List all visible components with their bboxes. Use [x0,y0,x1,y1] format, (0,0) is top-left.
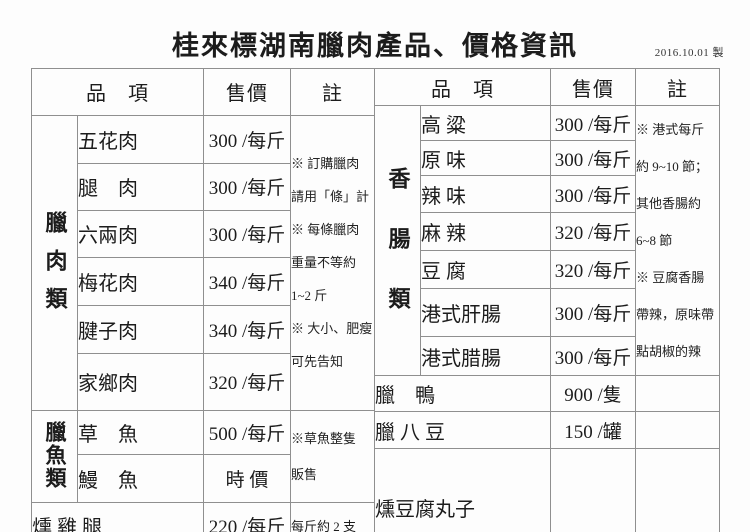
item-name: 高 粱 [420,105,551,141]
item-price: 900 /隻 [550,375,636,412]
table-row: 原 味 300 /每斤 [375,140,720,176]
item-name: 梅花肉 [77,256,204,306]
note-cell [635,411,720,449]
item-name: 燻豆腐丸子 (辣/不辣) [374,448,551,532]
item-price: 300 /每斤 [203,162,291,211]
table-row: 腿 肉 300 /每斤 [32,162,375,211]
item-price: 300 /每斤 [203,209,291,258]
price-tables: 品 項 售價 註 臘肉類 五花肉 300 /每斤 ※ 訂購臘肉 請用「條」計 ※… [31,68,720,532]
column-header-note: 註 [635,68,720,106]
table-row: 家鄉肉 320 /每斤 [32,352,375,411]
column-header-note: 註 [290,68,375,116]
item-price: 340 /每斤 [203,256,291,306]
column-header-price: 售價 [203,68,291,116]
table-row: 六兩肉 300 /每斤 [32,209,375,258]
table-row: 香腸類 高 粱 300 /每斤 ※ 港式每斤 約 9~10 節； 其他香腸約 6… [374,105,720,376]
left-price-table: 品 項 售價 註 臘肉類 五花肉 300 /每斤 ※ 訂購臘肉 請用「條」計 ※… [31,68,375,532]
table-row: 鰻 魚 時 價 [32,454,375,504]
item-price: 350 /每斤 [550,448,636,532]
item-name: 五花肉 [77,114,204,164]
note-cell: 每斤 3~4 顆 [635,448,720,532]
category-label: 香腸類 [385,167,411,347]
item-name: 港式肝腸 [420,288,551,337]
item-price: 300 /每斤 [550,105,636,141]
item-name: 辣 味 [420,175,551,213]
item-price: 150 /罐 [550,411,636,449]
item-price: 300 /每斤 [550,175,636,213]
item-price: 320 /每斤 [550,250,636,289]
table-row: 麻 辣 320 /每斤 [375,212,720,251]
page-title: 桂來標湖南臘肉產品、價格資訊 [172,31,578,61]
item-name: 原 味 [420,140,551,176]
item-price: 300 /每斤 [203,114,291,164]
item-name: 腱子肉 [77,304,204,354]
item-price: 300 /每斤 [550,140,636,176]
item-name: 鰻 魚 [77,454,204,504]
table-row: 臘魚類 草 魚 500 /每斤 ※草魚整隻 販售 [31,409,375,504]
item-price: 340 /每斤 [203,304,291,354]
item-price: 時 價 [203,454,291,504]
item-name-main: 燻豆腐丸子 [375,499,476,521]
table-row: 港式肝腸 300 /每斤 [375,288,720,337]
note-cell-cured-fish: ※草魚整隻 販售 [290,409,375,504]
item-name: 六兩肉 [77,209,204,258]
item-name: 燻 雞 腿 [31,502,204,532]
item-name: 臘 鴨 [374,375,551,412]
category-cell-cured-fish: 臘魚類 [31,409,78,504]
item-price: 300 /每斤 [550,336,636,376]
header-row: 品 項 售價 註 [31,68,375,116]
item-name: 草 魚 [77,409,204,456]
table-row: 梅花肉 340 /每斤 [32,256,375,306]
note-cell-sausage: ※ 港式每斤 約 9~10 節； 其他香腸約 6~8 節 ※ 豆腐香腸 帶辣，原… [635,105,720,376]
item-price: 320 /每斤 [550,212,636,251]
date-label: 2016.10.01 製 [654,47,724,59]
item-price: 500 /每斤 [203,409,291,456]
table-row: 港式腊腸 300 /每斤 [375,336,720,376]
table-row: 燻 雞 腿 220 /每斤 每斤約 2 支 [31,502,375,532]
item-name: 豆 腐 [420,250,551,289]
item-price: 300 /每斤 [550,288,636,337]
right-price-table: 品 項 售價 註 香腸類 高 粱 300 /每斤 ※ 港式每斤 約 9~10 節… [374,68,720,532]
item-name: 麻 辣 [420,212,551,251]
note-cell: 每斤約 2 支 [290,502,375,532]
column-header-item: 品 項 [374,68,551,106]
item-name: 家鄉肉 [77,352,204,411]
table-row: 腱子肉 340 /每斤 [32,304,375,354]
table-row: 臘肉類 五花肉 300 /每斤 ※ 訂購臘肉 請用「條」計 ※ 每條臘肉 重量不… [31,114,375,411]
item-price: 220 /每斤 [203,502,291,532]
table-row: 豆 腐 320 /每斤 [375,250,720,289]
item-name: 腿 肉 [77,162,204,211]
category-cell-cured-meat: 臘肉類 [31,114,78,411]
item-name: 港式腊腸 [420,336,551,376]
header-row: 品 項 售價 註 [374,68,720,106]
table-row: 臘 八 豆 150 /罐 [374,411,720,449]
note-cell-cured-meat: ※ 訂購臘肉 請用「條」計 ※ 每條臘肉 重量不等約 1~2 斤 ※ 大小、肥瘦… [290,114,375,411]
item-price: 320 /每斤 [203,352,291,411]
table-row: 燻豆腐丸子 (辣/不辣) 350 /每斤 每斤 3~4 顆 [374,448,720,532]
category-cell-sausage: 香腸類 [374,105,421,376]
column-header-price: 售價 [550,68,636,106]
table-row: 辣 味 300 /每斤 [375,175,720,213]
table-row: 臘 鴨 900 /隻 [374,375,720,412]
note-cell [635,375,720,412]
column-header-item: 品 項 [31,68,204,116]
item-name: 臘 八 豆 [374,411,551,449]
category-label: 臘魚類 [43,420,67,490]
category-label: 臘肉類 [42,211,68,326]
